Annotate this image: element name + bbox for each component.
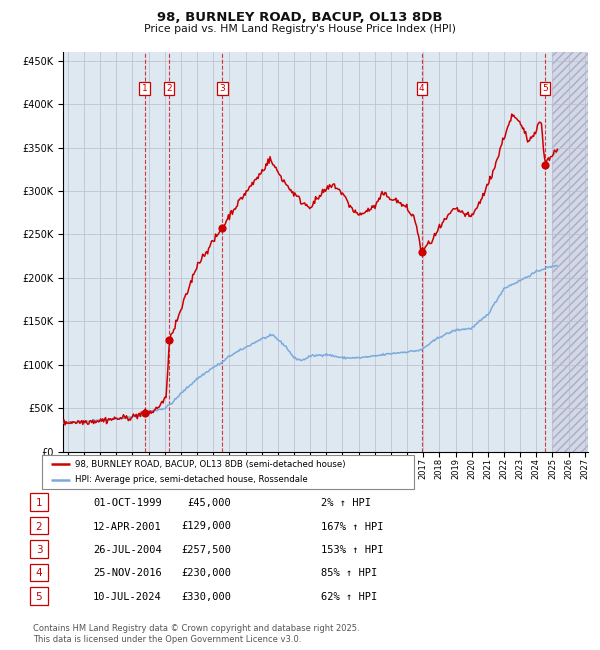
Text: 4: 4: [35, 568, 43, 578]
Text: Contains HM Land Registry data © Crown copyright and database right 2025.
This d: Contains HM Land Registry data © Crown c…: [33, 624, 359, 644]
Text: 12-APR-2001: 12-APR-2001: [93, 521, 162, 532]
Text: 5: 5: [35, 592, 43, 602]
Point: [218, 223, 227, 233]
Text: 2% ↑ HPI: 2% ↑ HPI: [321, 498, 371, 508]
Text: £257,500: £257,500: [181, 545, 231, 555]
Text: 2: 2: [166, 84, 172, 93]
Text: 26-JUL-2004: 26-JUL-2004: [93, 545, 162, 555]
Text: 25-NOV-2016: 25-NOV-2016: [93, 568, 162, 578]
Text: £230,000: £230,000: [181, 568, 231, 578]
Text: HPI: Average price, semi-detached house, Rossendale: HPI: Average price, semi-detached house,…: [76, 475, 308, 484]
Text: 4: 4: [419, 84, 424, 93]
Text: 2: 2: [35, 521, 43, 532]
Point: [164, 335, 174, 345]
Text: £129,000: £129,000: [181, 521, 231, 532]
Point: [540, 160, 550, 170]
FancyBboxPatch shape: [42, 455, 414, 489]
Text: 98, BURNLEY ROAD, BACUP, OL13 8DB: 98, BURNLEY ROAD, BACUP, OL13 8DB: [157, 11, 443, 24]
Text: 167% ↑ HPI: 167% ↑ HPI: [321, 521, 383, 532]
Bar: [553, 52, 588, 452]
Point: [140, 408, 149, 418]
Text: 01-OCT-1999: 01-OCT-1999: [93, 498, 162, 508]
Text: 62% ↑ HPI: 62% ↑ HPI: [321, 592, 377, 602]
Text: 1: 1: [35, 498, 43, 508]
Text: 98, BURNLEY ROAD, BACUP, OL13 8DB (semi-detached house): 98, BURNLEY ROAD, BACUP, OL13 8DB (semi-…: [76, 460, 346, 469]
Text: 1: 1: [142, 84, 148, 93]
Text: £330,000: £330,000: [181, 592, 231, 602]
Text: 3: 3: [35, 545, 43, 555]
Text: 85% ↑ HPI: 85% ↑ HPI: [321, 568, 377, 578]
Text: 5: 5: [542, 84, 548, 93]
Bar: [553, 52, 588, 452]
Text: Price paid vs. HM Land Registry's House Price Index (HPI): Price paid vs. HM Land Registry's House …: [144, 24, 456, 34]
Text: £45,000: £45,000: [187, 498, 231, 508]
Text: 10-JUL-2024: 10-JUL-2024: [93, 592, 162, 602]
Text: 3: 3: [220, 84, 226, 93]
Point: [417, 246, 427, 257]
Text: 153% ↑ HPI: 153% ↑ HPI: [321, 545, 383, 555]
